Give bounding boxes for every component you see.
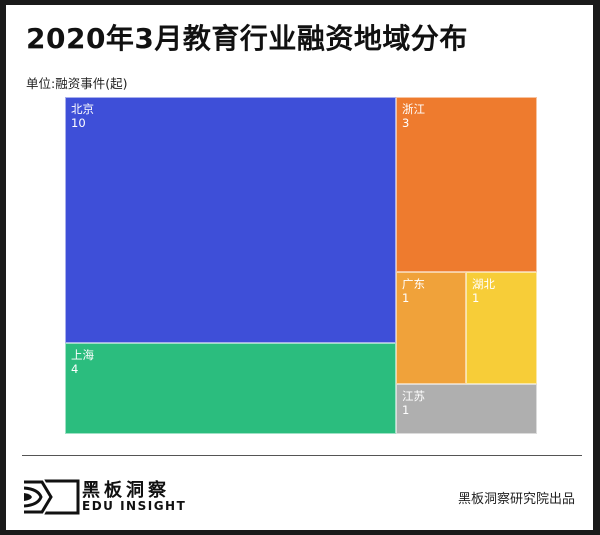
cell-label: 浙江: [402, 102, 425, 116]
chart-title: 2020年3月教育行业融资地域分布: [26, 22, 468, 55]
cell-label: 上海: [71, 348, 94, 362]
treemap-cell-hubei[interactable]: 湖北 1: [466, 272, 537, 384]
treemap-cell-zhejiang[interactable]: 浙江 3: [396, 97, 537, 272]
chart-frame: 2020年3月教育行业融资地域分布 单位:融资事件(起) 北京 10 上海 4 …: [6, 5, 593, 530]
treemap-cell-guangdong[interactable]: 广东 1: [396, 272, 466, 384]
cell-value: 1: [402, 403, 410, 417]
cell-label: 江苏: [402, 389, 425, 403]
cell-value: 4: [71, 362, 79, 376]
credit-text: 黑板洞察研究院出品: [457, 492, 575, 507]
logo-text-en: EDU INSIGHT: [82, 499, 187, 513]
treemap-cell-beijing[interactable]: 北京 10: [65, 97, 396, 343]
unit-label: 单位:融资事件(起): [26, 76, 128, 91]
cell-label: 广东: [402, 277, 425, 291]
treemap-cell-jiangsu[interactable]: 江苏 1: [396, 384, 537, 434]
cell-value: 1: [472, 291, 480, 305]
logo-text-cn: 黑板洞察: [82, 480, 170, 501]
treemap-cell-shanghai[interactable]: 上海 4: [65, 343, 396, 434]
cell-label: 湖北: [472, 277, 495, 291]
cell-label: 北京: [71, 102, 94, 116]
cell-value: 10: [71, 116, 86, 130]
cell-value: 3: [402, 116, 410, 130]
edu-insight-logo-icon: [24, 479, 80, 515]
treemap: 北京 10 上海 4 浙江 3 广东 1 湖北 1 江苏 1: [65, 97, 537, 434]
cell-value: 1: [402, 291, 410, 305]
footer-divider: [22, 455, 582, 456]
